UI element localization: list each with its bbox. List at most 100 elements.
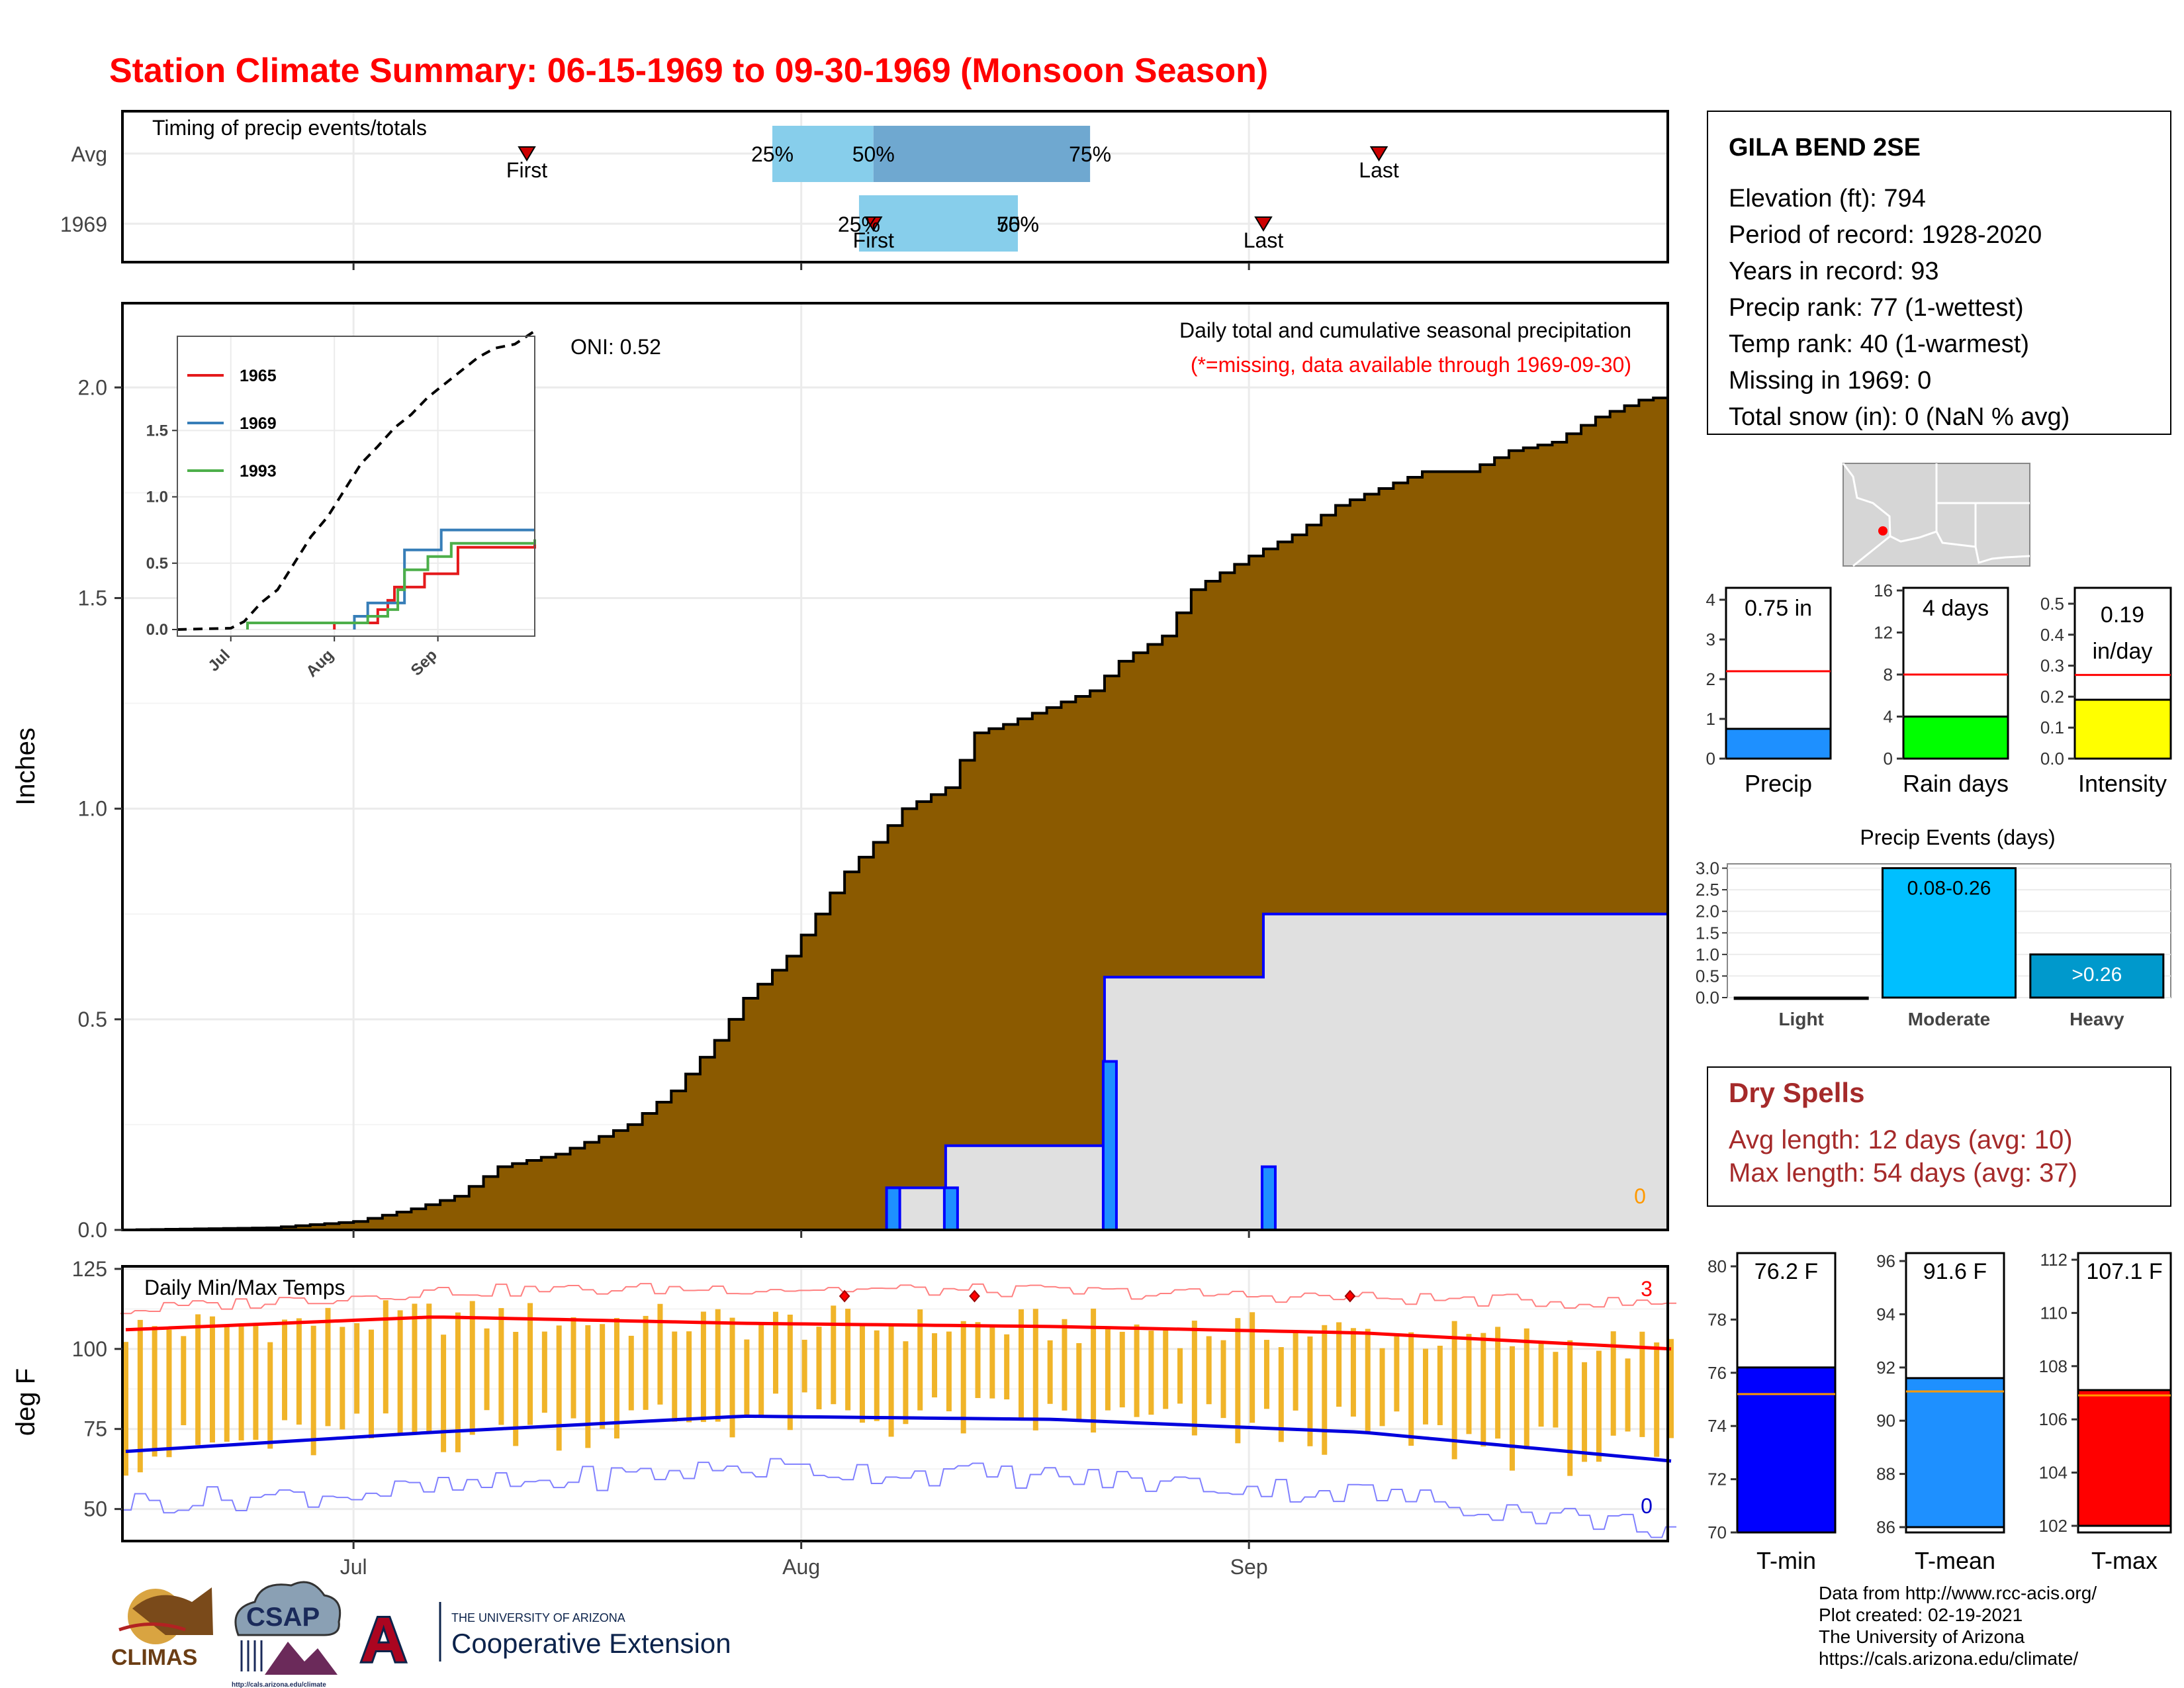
mini-bar-tick-label: 72 bbox=[1707, 1470, 1727, 1489]
timing-panel: Timing of precip events/totals Avg 1969 … bbox=[60, 110, 1669, 270]
mini-bar-tick-label: 70 bbox=[1707, 1523, 1727, 1542]
timing-bars bbox=[772, 126, 1091, 252]
csap-logo-cloud bbox=[234, 1581, 341, 1636]
events-heavy-label: >0.26 bbox=[2071, 964, 2122, 986]
temp-daily-bar bbox=[513, 1331, 519, 1446]
temp-label: Daily Min/Max Temps bbox=[144, 1276, 345, 1299]
temp-daily-bar bbox=[1322, 1325, 1328, 1455]
timing-1969-p25-label: 25% bbox=[838, 212, 880, 236]
temp-daily-bar bbox=[1091, 1308, 1097, 1433]
dry-spells-title: Dry Spells bbox=[1729, 1077, 1864, 1108]
mini-bar-tick-label: 0.4 bbox=[2040, 625, 2064, 645]
mini-bar-tick-label: 16 bbox=[1874, 581, 1893, 600]
temp-daily-bar bbox=[1553, 1352, 1559, 1428]
temp-daily-bar bbox=[1639, 1331, 1645, 1437]
timing-1969-p50-label: 50% bbox=[997, 212, 1039, 236]
inset-ytick-label: 1.0 bbox=[146, 489, 168, 506]
events-title: Precip Events (days) bbox=[1860, 825, 2055, 849]
temp-daily-bar bbox=[600, 1324, 606, 1429]
tmean-label: T-mean bbox=[1915, 1547, 1995, 1574]
temp-daily-bar bbox=[1668, 1338, 1674, 1438]
temp-daily-bar bbox=[325, 1307, 331, 1427]
temp-daily-bar bbox=[166, 1329, 172, 1458]
daily-precip-bar bbox=[1260, 1165, 1277, 1231]
ua-logo-bottom: Cooperative Extension bbox=[451, 1628, 731, 1659]
timing-avg-first-label: First bbox=[506, 158, 547, 182]
temp-daily-bar bbox=[787, 1314, 793, 1430]
oni-label: ONI: 0.52 bbox=[570, 335, 661, 359]
intensity-bar-label: Intensity bbox=[2078, 770, 2167, 797]
temp-daily-bar bbox=[1451, 1321, 1457, 1460]
precip-ylabel: Inches bbox=[11, 727, 40, 806]
temp-daily-bar bbox=[758, 1323, 764, 1417]
temp-record-low-count: 0 bbox=[1641, 1494, 1653, 1518]
timing-avg-first-marker bbox=[518, 146, 536, 162]
tmean-ticks: 86 88 90 92 94 96 bbox=[1876, 1251, 1906, 1537]
inset-legend: 1965 1969 1993 bbox=[187, 367, 277, 481]
temp-daily-bar bbox=[1379, 1348, 1385, 1427]
temp-daily-bar bbox=[1307, 1336, 1313, 1446]
intensity-value-text: 0.19 bbox=[2101, 602, 2144, 628]
events-moderate-label: 0.08-0.26 bbox=[1907, 878, 1991, 900]
inset-ytick-label: 0.5 bbox=[146, 555, 168, 573]
temp-yticks: 50 75 100 125 bbox=[72, 1257, 122, 1521]
station-name: GILA BEND 2SE bbox=[1729, 134, 1921, 162]
mini-bar-tick-label: 3 bbox=[1706, 630, 1715, 649]
temp-daily-bar bbox=[1105, 1326, 1111, 1411]
temp-daily-bar bbox=[1466, 1334, 1472, 1434]
temp-daily-bar bbox=[152, 1326, 158, 1457]
mini-bar-tick-label: 0 bbox=[1706, 749, 1715, 769]
temp-daily-bar bbox=[874, 1330, 880, 1421]
timing-avg-p50-label: 50% bbox=[852, 142, 895, 166]
daily-precip-bar bbox=[1101, 1060, 1118, 1232]
events-category-label: Moderate bbox=[1908, 1009, 1990, 1029]
temp-daily-bar bbox=[541, 1331, 547, 1413]
temp-daily-bar bbox=[1047, 1340, 1053, 1404]
temp-daily-bar bbox=[209, 1316, 215, 1443]
temp-daily-bar bbox=[1610, 1331, 1616, 1436]
station-line: Temp rank: 40 (1-warmest) bbox=[1729, 330, 2029, 358]
daily-precip-bar bbox=[885, 1186, 901, 1232]
mini-bar-tick-label: 94 bbox=[1876, 1304, 1895, 1324]
footer-created: Plot created: 02-19-2021 bbox=[1819, 1605, 2023, 1625]
temp-daily-bar bbox=[1004, 1334, 1010, 1400]
temp-avg-min-line bbox=[125, 1414, 1672, 1463]
timing-avg-iqr-high bbox=[873, 126, 1091, 182]
temp-daily-bar bbox=[1250, 1312, 1255, 1423]
events-ytick-label: 1.0 bbox=[1696, 945, 1719, 964]
temp-ylabel: deg F bbox=[11, 1368, 40, 1436]
temp-daily-bar bbox=[1076, 1343, 1082, 1420]
temp-daily-bar bbox=[1538, 1344, 1544, 1427]
tmax-value-text: 107.1 F bbox=[2086, 1259, 2162, 1284]
timing-1969-iqr bbox=[858, 195, 1018, 252]
temp-daily-bar bbox=[1394, 1336, 1400, 1412]
temp-daily-bar bbox=[1134, 1324, 1140, 1417]
temp-daily-bar bbox=[845, 1309, 851, 1411]
temp-daily-bar bbox=[1625, 1358, 1631, 1432]
tmax-ticks: 102 104 106 108 110 112 bbox=[2039, 1250, 2078, 1536]
footer: Data from http://www.rcc-acis.org/ Plot … bbox=[1819, 1582, 2097, 1669]
intensity-value-bar bbox=[2073, 698, 2172, 760]
station-line: Elevation (ft): 794 bbox=[1729, 185, 1926, 212]
raindays-value-text: 4 days bbox=[1923, 596, 1989, 621]
inset-legend-label: 1993 bbox=[240, 462, 277, 481]
temp-daily-bar bbox=[455, 1312, 461, 1452]
climas-logo: CLIMAS bbox=[111, 1587, 213, 1670]
events-ytick-label: 0.0 bbox=[1696, 988, 1719, 1008]
temp-daily-bar bbox=[1495, 1327, 1501, 1439]
station-location-marker bbox=[1878, 526, 1888, 536]
mini-bar-tick-label: 78 bbox=[1707, 1309, 1727, 1329]
inset-legend-label: 1965 bbox=[240, 367, 277, 385]
inset-ytick-label: 0.0 bbox=[146, 621, 168, 639]
precip-value-text: 0.75 in bbox=[1745, 596, 1812, 621]
tmax-label: T-max bbox=[2091, 1547, 2158, 1574]
mini-bar-tick-label: 102 bbox=[2039, 1516, 2068, 1536]
climas-logo-wave bbox=[118, 1622, 186, 1632]
temp-record-marker bbox=[839, 1289, 850, 1303]
temp-daily-bar bbox=[195, 1314, 201, 1445]
temp-daily-bar bbox=[1235, 1318, 1241, 1444]
mini-bar-tick-label: 96 bbox=[1876, 1251, 1895, 1271]
temp-daily-bar bbox=[801, 1339, 807, 1393]
